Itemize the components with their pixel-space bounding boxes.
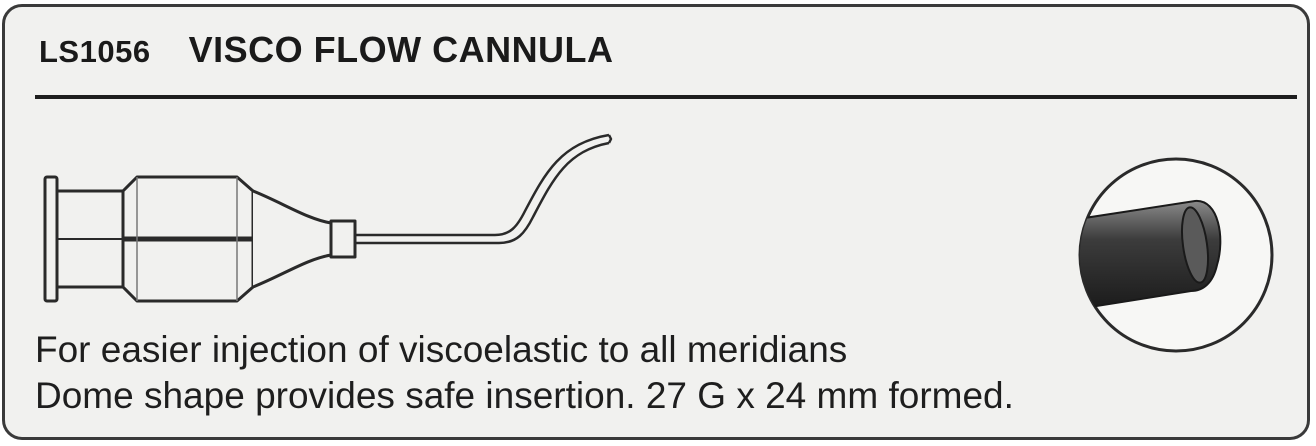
cannula-illustration (43, 133, 1274, 353)
product-header: LS1056 VISCO FLOW CANNULA (39, 29, 614, 71)
description-line-2: Dome shape provides safe insertion. 27 G… (35, 375, 1014, 416)
product-label-card: LS1056 VISCO FLOW CANNULA (2, 4, 1310, 440)
header-divider (35, 95, 1297, 99)
product-name: VISCO FLOW CANNULA (188, 29, 614, 70)
cannula-drawing-icon (43, 133, 613, 303)
description-line-1: For easier injection of viscoelastic to … (35, 329, 848, 370)
product-description: For easier injection of viscoelastic to … (35, 327, 1014, 419)
tip-detail-icon (1078, 157, 1274, 353)
product-code: LS1056 (39, 34, 151, 69)
